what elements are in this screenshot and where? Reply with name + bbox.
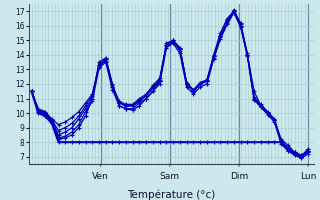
Text: Dim: Dim [230,172,248,181]
Text: Ven: Ven [92,172,109,181]
Text: Lun: Lun [300,172,316,181]
Text: Sam: Sam [160,172,180,181]
Text: Température (°c): Température (°c) [127,190,215,200]
